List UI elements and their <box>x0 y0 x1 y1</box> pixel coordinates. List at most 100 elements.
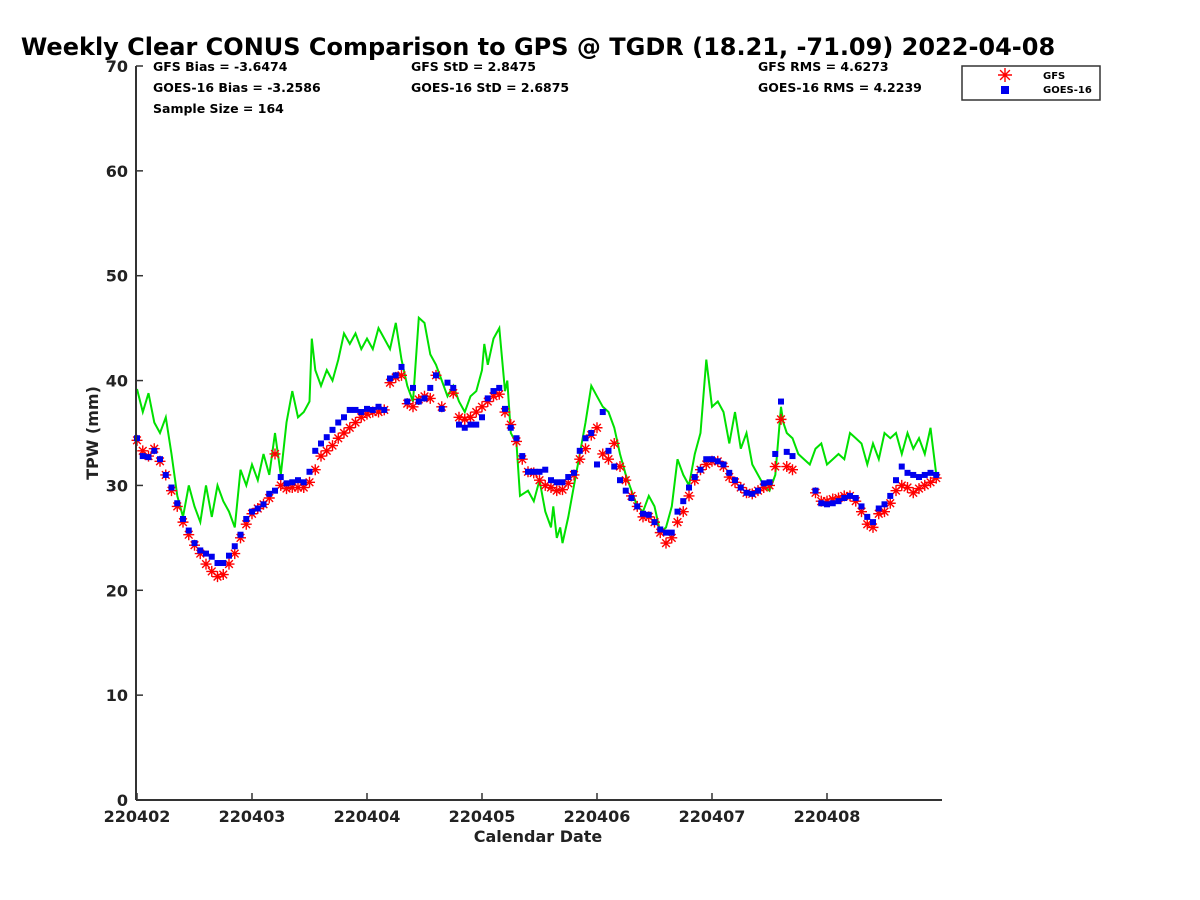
legend-gfs-marker <box>998 68 1012 82</box>
gfs-point <box>666 532 678 544</box>
gfs-point <box>511 435 522 447</box>
goes-16-series <box>134 363 940 567</box>
goes-16-point <box>657 526 664 533</box>
goes-16-point <box>847 492 853 499</box>
goes-16-point <box>542 466 549 473</box>
gfs-point <box>608 437 620 449</box>
x-tick-label: 220403 <box>219 807 286 826</box>
goes-16-point <box>203 550 209 557</box>
goes-bias-stat: GOES-16 Bias = -3.2586 <box>153 80 321 95</box>
x-tick-label: 220405 <box>449 807 516 826</box>
gfs-point <box>321 445 333 457</box>
gfs-point <box>516 453 528 465</box>
gfs-point <box>350 417 361 429</box>
gfs-point <box>603 453 614 465</box>
goes-16-point <box>484 395 491 402</box>
goes-16-point <box>168 484 175 491</box>
gfs-point <box>407 401 419 413</box>
goes-16-point <box>139 453 146 460</box>
gfs-point <box>373 406 384 418</box>
gfs-point <box>361 408 373 420</box>
goes-16-point <box>145 454 152 461</box>
y-axis-label: TPW (mm) <box>83 386 102 480</box>
goes-16-point <box>686 484 692 491</box>
goes-16-point <box>640 510 646 517</box>
goes-16-point <box>507 424 514 431</box>
goes-16-point <box>306 468 313 475</box>
gfs-rms-stat: GFS RMS = 4.6273 <box>758 59 889 74</box>
goes-16-point <box>571 469 577 476</box>
gfs-point <box>338 427 350 439</box>
gfs-point <box>591 422 603 434</box>
goes-16-point <box>916 474 922 481</box>
goes-16-point <box>726 469 733 476</box>
gfs-point <box>769 461 781 473</box>
goes-16-point <box>668 529 675 536</box>
gfs-point <box>499 406 511 418</box>
goes-16-point <box>231 543 238 550</box>
goes-16-point <box>617 477 623 484</box>
goes-16-point <box>599 409 606 416</box>
goes-16-point <box>553 479 560 486</box>
gfs-point <box>177 516 189 528</box>
gfs-point <box>764 479 775 491</box>
gfs-point <box>217 569 229 581</box>
goes-16-point <box>709 456 715 463</box>
gfs-point <box>723 471 735 483</box>
goes-16-point <box>162 471 169 478</box>
gfs-point <box>833 492 844 504</box>
gfs-point <box>240 518 252 530</box>
gfs-point <box>194 548 206 560</box>
gfs-point <box>424 392 436 404</box>
x-tick-label: 220402 <box>104 807 171 826</box>
gfs-point <box>292 482 304 494</box>
gfs-point <box>856 506 867 518</box>
goes-16-point <box>272 487 278 494</box>
legend-gfs-label: GFS <box>1043 71 1065 82</box>
goes-16-point <box>778 398 784 405</box>
y-tick-label: 0 <box>117 791 128 810</box>
goes-16-point <box>226 552 232 559</box>
y-tick-label: 40 <box>106 372 128 391</box>
goes-16-point <box>829 500 836 507</box>
gfs-point <box>672 516 683 528</box>
plot-series <box>131 315 942 583</box>
gfs-point <box>902 482 913 494</box>
goes-16-point <box>392 372 399 379</box>
gfs-point <box>787 464 798 476</box>
gfs-point <box>557 484 568 496</box>
goes-16-point <box>858 503 865 510</box>
goes-16-point <box>898 463 905 470</box>
goes-16-point <box>927 469 934 476</box>
goes-16-point <box>410 384 416 391</box>
goes-16-point <box>933 471 940 478</box>
goes-16-point <box>703 456 710 463</box>
gfs-point <box>913 483 925 495</box>
legend-goes-label: GOES-16 <box>1043 85 1092 96</box>
goes-16-point <box>456 421 462 428</box>
goes-16-point <box>645 511 652 518</box>
gfs-point <box>539 479 551 491</box>
goes-16-point <box>421 395 428 402</box>
legend-gfs-asterisk <box>998 68 1012 82</box>
gfs-point <box>884 497 896 509</box>
gfs-point <box>275 479 287 491</box>
gfs-point <box>286 482 298 494</box>
gfs-point <box>304 476 315 488</box>
gfs-point <box>465 411 476 423</box>
goes-16-point <box>910 471 917 478</box>
goes-16-point <box>444 379 451 386</box>
goes-16-point <box>818 500 825 507</box>
goes-16-point <box>295 477 301 484</box>
goes-16-point <box>398 363 405 370</box>
goes-16-point <box>755 487 761 494</box>
gfs-point <box>447 387 459 399</box>
goes-16-point <box>835 498 842 505</box>
goes-16-point <box>433 372 439 379</box>
gfs-point <box>775 413 787 425</box>
gfs-point <box>281 483 292 495</box>
goes-16-point <box>358 409 365 416</box>
goes-16-point <box>191 540 198 547</box>
gfs-point <box>614 461 626 473</box>
